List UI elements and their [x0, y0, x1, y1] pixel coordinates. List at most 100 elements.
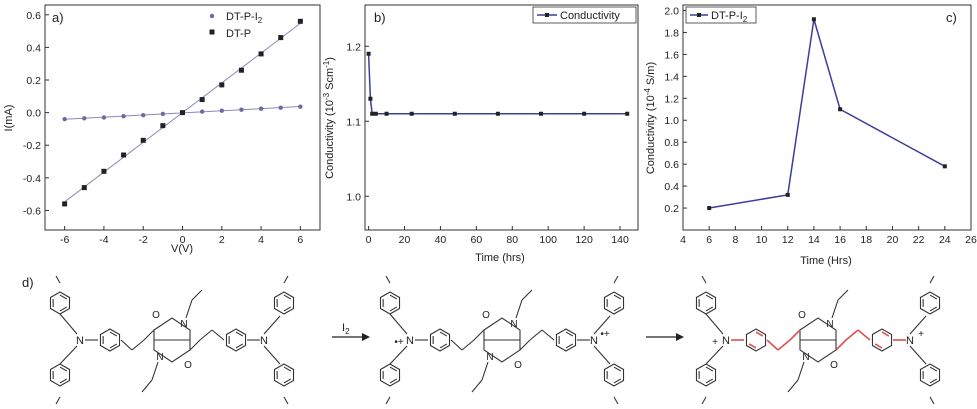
double-bond — [929, 366, 938, 372]
bond — [120, 339, 133, 351]
x-tick-label: 4 — [258, 234, 264, 246]
bond — [131, 339, 145, 351]
data-point — [785, 192, 790, 197]
bond — [189, 339, 201, 351]
panel-c-label: c) — [946, 10, 957, 25]
bond — [845, 329, 859, 341]
benzene-ring — [225, 328, 247, 352]
x-tick-label: 14 — [808, 234, 820, 246]
double-bond — [565, 343, 574, 349]
y-tick-label: 1.1 — [346, 116, 361, 128]
atom-label: N — [76, 335, 84, 347]
data-point — [160, 111, 166, 117]
panel-c-xlabel: Time (Hrs) — [800, 255, 852, 267]
double-bond — [283, 294, 292, 300]
bond — [787, 379, 799, 393]
x-tick-label: 16 — [834, 234, 846, 246]
benzene-ring — [99, 328, 121, 352]
double-bond — [59, 366, 68, 372]
double-bond — [613, 378, 622, 384]
x-tick-label: 24 — [939, 234, 951, 246]
panel-c-conductivity-chart: c) Time (Hrs) Conductivity (10-4 S/m) 4 6… — [643, 4, 977, 267]
double-bond — [439, 331, 448, 337]
double-bond — [283, 366, 292, 372]
legend-marker-dt-p-i2-c — [697, 13, 701, 17]
bond — [837, 289, 849, 301]
benzene-ring — [273, 363, 295, 387]
bond — [283, 275, 289, 284]
atom-label: N — [180, 319, 187, 330]
x-tick-label: 22 — [913, 234, 925, 246]
molecule-neutral: N O O N N N — [49, 275, 295, 405]
data-point — [495, 111, 500, 116]
bond — [909, 345, 927, 365]
data-point — [101, 168, 107, 174]
panel-b-ylabel: Conductivity (10-3 Scm-1) — [322, 57, 336, 179]
double-bond — [235, 343, 244, 349]
bond — [613, 396, 619, 405]
y-tick-label: 1.0 — [664, 115, 679, 127]
double-bond — [705, 306, 714, 312]
benzene-ring — [273, 291, 295, 315]
x-tick-label: 6 — [297, 234, 303, 246]
y-tick-label: 1.6 — [664, 49, 679, 61]
panel-c-ylabel: Conductivity (10-4 S/m) — [643, 62, 657, 174]
bond — [263, 315, 281, 335]
bond — [766, 339, 779, 351]
data-point — [278, 35, 284, 41]
benzene-ring — [919, 291, 941, 315]
bond — [705, 345, 724, 365]
data-point — [409, 111, 414, 116]
y-tick-label: -0.4 — [23, 173, 41, 185]
data-point — [539, 111, 544, 116]
double-bond — [929, 294, 938, 300]
atom-label: O — [830, 360, 838, 371]
bond — [777, 339, 791, 351]
benzene-ring — [603, 291, 625, 315]
y-tick-label: -0.6 — [23, 205, 41, 217]
data-point — [838, 107, 843, 112]
y-tick-label: 0.6 — [664, 159, 679, 171]
bond — [185, 299, 193, 319]
x-tick-label: 4 — [680, 234, 686, 246]
double-bond — [705, 378, 714, 384]
bond — [450, 339, 463, 351]
y-tick-label: 1.2 — [346, 41, 361, 53]
panel-b-legend: Conductivity — [532, 6, 637, 24]
panel-b-legend-box — [532, 6, 637, 24]
bond — [929, 396, 935, 405]
data-point — [373, 111, 378, 116]
double-bond — [613, 366, 622, 372]
bond — [593, 345, 611, 365]
atom-label: N — [406, 335, 414, 347]
bond — [263, 345, 281, 365]
bond — [191, 289, 203, 301]
data-point — [370, 111, 375, 116]
double-bond — [613, 294, 622, 300]
x-tick-label: 40 — [435, 234, 447, 246]
benzene-ring — [379, 363, 401, 387]
benzene-ring — [555, 328, 577, 352]
bond — [143, 329, 155, 341]
benzene-ring — [919, 363, 941, 387]
bond — [929, 275, 935, 284]
data-point — [298, 104, 303, 109]
x-tick-label: 0 — [366, 234, 372, 246]
x-tick-label: 18 — [860, 234, 872, 246]
x-tick-label: -2 — [139, 234, 148, 246]
y-tick-label: 0.8 — [664, 137, 679, 149]
data-point — [82, 116, 87, 121]
data-point — [239, 107, 244, 112]
data-point — [219, 82, 225, 88]
atom-label: N — [510, 319, 517, 330]
legend-marker-dt-p-i2 — [209, 13, 215, 19]
legend-label-dt-p: DT-P — [226, 28, 251, 40]
bond — [389, 345, 408, 365]
bond — [59, 313, 78, 335]
bond — [283, 396, 289, 405]
benzene-ring — [745, 328, 767, 352]
legend-marker-dt-p — [209, 29, 215, 35]
x-tick-label: 100 — [539, 234, 557, 246]
x-tick-label: -4 — [99, 234, 108, 246]
